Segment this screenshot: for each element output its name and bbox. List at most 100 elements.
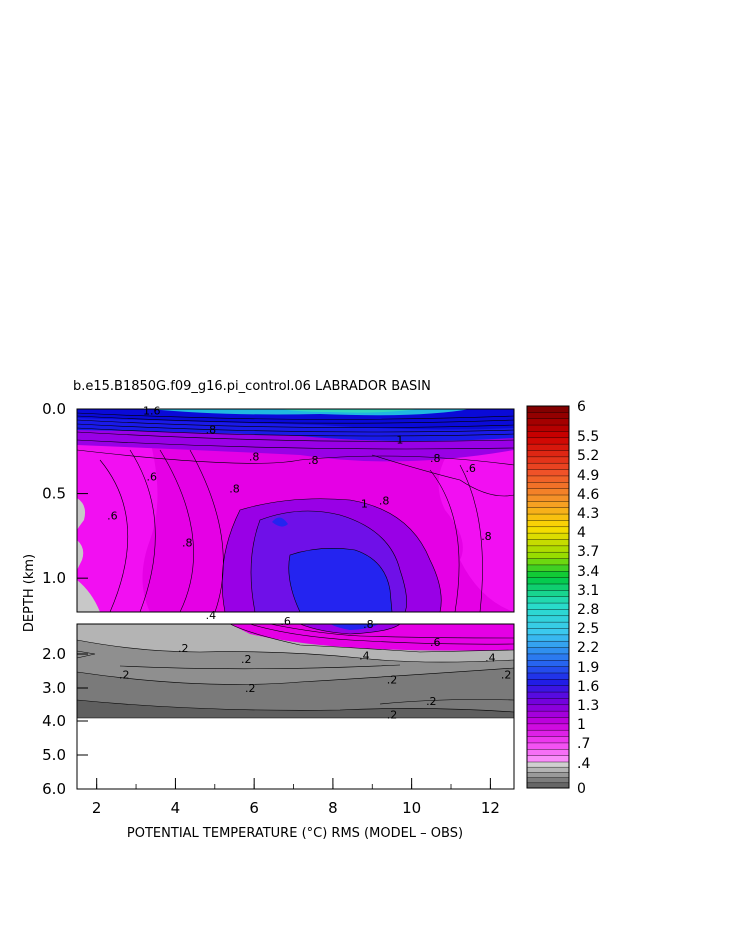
colorbar-swatch xyxy=(527,704,569,712)
colorbar-label: 3.7 xyxy=(577,544,599,560)
upper-panel-frame xyxy=(76,408,515,613)
y-tick-label: 1.0 xyxy=(42,569,66,587)
colorbar-swatch xyxy=(527,641,569,648)
y-axis-label: DEPTH (km) xyxy=(22,554,37,632)
contour-label: .8 xyxy=(229,483,240,496)
colorbar-swatch xyxy=(527,660,569,668)
upper-contour-lines xyxy=(77,412,514,612)
x-tick-label: 12 xyxy=(481,799,500,817)
upper-fill-magenta-light-left xyxy=(77,440,158,612)
colorbar-swatch xyxy=(527,520,569,528)
colorbar-swatch xyxy=(527,514,569,521)
contour-label: .8 xyxy=(363,618,374,631)
contour-label: .6 xyxy=(280,615,291,628)
colorbar-label: 1.6 xyxy=(577,679,599,695)
colorbar-swatch xyxy=(527,742,569,750)
contour-label: .6 xyxy=(430,636,441,649)
colorbar-swatch-gray xyxy=(527,777,569,784)
colorbar-swatch xyxy=(527,692,569,699)
colorbar-swatch xyxy=(527,653,569,661)
y-tick-label: 3.0 xyxy=(42,679,66,697)
chart-title: b.e15.B1850G.f09_g16.pi_control.06 LABRA… xyxy=(73,379,431,394)
colorbar-swatch xyxy=(527,463,569,470)
y-axis-upper: 0.0 0.5 1.0 xyxy=(42,400,88,587)
colorbar-swatch xyxy=(527,736,569,744)
colorbar-label: 0 xyxy=(577,781,586,797)
colorbar-label: 4 xyxy=(577,525,586,541)
contour-label: .2 xyxy=(245,682,256,695)
lower-panel xyxy=(77,624,514,789)
upper-fill-blue-core xyxy=(288,548,392,612)
colorbar-label: 5.2 xyxy=(577,448,599,464)
contour-label: .2 xyxy=(501,668,512,681)
upper-fill-gray-edge xyxy=(77,498,100,612)
colorbar-swatch xyxy=(527,577,569,585)
colorbar-swatch xyxy=(527,673,569,680)
colorbar-swatch xyxy=(527,564,569,572)
colorbar-swatch xyxy=(527,558,569,566)
upper-panel xyxy=(77,409,514,612)
colorbar-label: .7 xyxy=(577,736,590,752)
contour-labels: 1.6.8.8.8.81.6.6.8.81.6.8.8.4.6.8.6.4.4.… xyxy=(107,405,511,722)
colorbar-swatch xyxy=(527,723,569,731)
colorbar-swatch xyxy=(527,444,569,451)
colorbar-swatch xyxy=(527,552,569,559)
contour-label: .8 xyxy=(249,450,260,463)
contour-label: .6 xyxy=(107,510,118,523)
colorbar-label: 2.5 xyxy=(577,621,599,637)
contour-label: .4 xyxy=(359,650,370,663)
colorbar-label: .4 xyxy=(577,756,590,772)
y-tick-label: 6.0 xyxy=(42,780,66,798)
colorbar-swatch-gray xyxy=(527,782,569,789)
contour-label: .2 xyxy=(387,674,398,687)
colorbar-swatch xyxy=(527,628,569,636)
lower-contour-lines xyxy=(77,624,514,719)
colorbar-swatch xyxy=(527,584,569,591)
contour-label: 1 xyxy=(396,433,403,446)
colorbar-label: 3.1 xyxy=(577,583,599,599)
lower-fill-blue-tip xyxy=(330,624,380,630)
colorbar-swatch xyxy=(527,488,569,496)
contour-label: .2 xyxy=(119,668,130,681)
y-tick-label: 5.0 xyxy=(42,746,66,764)
colorbar-swatch xyxy=(527,437,569,445)
x-axis: 2 4 6 8 10 12 xyxy=(92,778,500,817)
colorbar-swatch xyxy=(527,730,569,737)
contour-label: .8 xyxy=(182,537,193,550)
colorbar-swatch xyxy=(527,501,569,509)
y-tick-label: 4.0 xyxy=(42,712,66,730)
colorbar-label: 5.5 xyxy=(577,429,599,445)
colorbar-label: 4.3 xyxy=(577,506,599,522)
colorbar-swatch xyxy=(527,596,569,604)
colorbar-swatch xyxy=(527,666,569,674)
contour-label: .6 xyxy=(465,462,476,475)
colorbar-label: 6 xyxy=(577,399,586,415)
x-tick-label: 6 xyxy=(249,799,259,817)
x-tick-label: 10 xyxy=(402,799,421,817)
colorbar-label: 1.9 xyxy=(577,660,599,676)
colorbar-swatch xyxy=(527,615,569,623)
upper-fill-surface-teal xyxy=(280,409,420,413)
colorbar-swatch xyxy=(527,533,569,540)
colorbar xyxy=(527,405,569,789)
colorbar-swatch xyxy=(527,717,569,725)
colorbar-swatch xyxy=(527,526,569,534)
colorbar-swatch xyxy=(527,755,569,763)
colorbar-swatch xyxy=(527,679,569,687)
colorbar-swatch xyxy=(527,406,569,413)
colorbar-swatch-gray xyxy=(527,762,569,768)
x-tick-label: 8 xyxy=(328,799,338,817)
colorbar-swatch xyxy=(527,507,569,515)
colorbar-swatch xyxy=(527,495,569,502)
colorbar-label: 3.4 xyxy=(577,564,599,580)
colorbar-swatch xyxy=(527,749,569,757)
contour-label: 1.6 xyxy=(143,405,161,418)
colorbar-frame xyxy=(526,405,570,789)
contour-label: .6 xyxy=(147,471,158,484)
contour-label: .2 xyxy=(178,642,189,655)
contour-label: .2 xyxy=(241,653,252,666)
colorbar-swatch xyxy=(527,698,569,706)
colorbar-swatch xyxy=(527,711,569,718)
colorbar-swatch xyxy=(527,412,569,420)
